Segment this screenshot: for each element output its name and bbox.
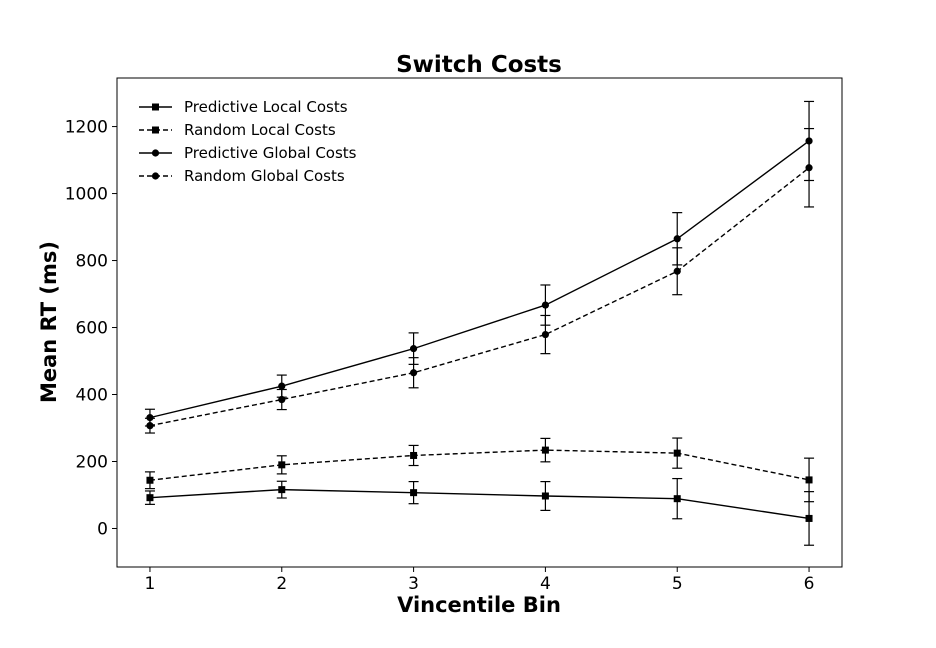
legend-label: Random Global Costs (184, 167, 345, 185)
series-4 (144, 127, 815, 434)
y-tick-label: 400 (76, 386, 108, 406)
y-tick-label: 600 (76, 319, 108, 339)
data-point (805, 476, 813, 484)
legend-item: Predictive Local Costs (139, 98, 348, 116)
series-2 (144, 437, 815, 503)
legend-item: Random Global Costs (139, 167, 345, 185)
data-point (673, 449, 681, 457)
series-line (149, 449, 810, 481)
y-tick-label: 1200 (65, 118, 108, 138)
legend-label: Random Local Costs (184, 121, 336, 139)
series-line (149, 488, 810, 520)
data-point (541, 330, 550, 339)
y-tick-label: 1000 (65, 185, 108, 205)
data-point (146, 476, 154, 484)
data-point (541, 492, 549, 500)
series-layer (144, 100, 815, 546)
legend-label: Predictive Local Costs (184, 98, 348, 116)
series-line (149, 167, 810, 427)
y-axis-label: Mean RT (ms) (37, 241, 61, 403)
x-tick-label: 3 (408, 574, 419, 594)
data-point (146, 494, 154, 502)
data-point (541, 301, 550, 309)
data-point (805, 514, 813, 522)
legend-item: Predictive Global Costs (139, 144, 357, 162)
data-point (410, 451, 418, 459)
data-point (673, 495, 681, 503)
data-point (673, 267, 681, 275)
series-1 (144, 477, 815, 546)
data-point (278, 395, 286, 404)
x-axis: 1 2 3 4 5 6 (145, 567, 815, 594)
legend-label: Predictive Global Costs (184, 144, 357, 162)
legend-item: Random Local Costs (139, 121, 336, 139)
data-point (146, 422, 154, 430)
data-point (146, 414, 154, 422)
data-point (410, 489, 418, 497)
y-tick-label: 0 (97, 519, 108, 539)
legend-marker (151, 172, 160, 180)
data-point (278, 486, 286, 494)
legend: Predictive Local Costs Random Local Costs… (139, 98, 357, 185)
x-axis-label: Vincentile Bin (397, 593, 561, 617)
x-tick-label: 1 (145, 574, 156, 594)
data-point (409, 345, 418, 353)
chart-title: Switch Costs (396, 52, 562, 78)
plot-area (116, 77, 843, 568)
y-tick-label: 800 (76, 252, 108, 272)
x-tick-label: 2 (276, 574, 287, 594)
legend-marker (152, 126, 159, 134)
y-tick-label: 200 (76, 452, 108, 472)
series-line (149, 140, 810, 419)
data-point (805, 164, 813, 172)
data-point (673, 235, 681, 243)
x-tick-label: 4 (540, 574, 551, 594)
x-tick-label: 6 (804, 574, 815, 594)
x-tick-label: 5 (672, 574, 683, 594)
legend-marker (152, 103, 159, 111)
data-point (409, 369, 418, 377)
data-point (278, 382, 286, 390)
legend-marker (151, 149, 160, 157)
y-axis: 0 200 400 600 800 1000 1200 (65, 118, 117, 539)
data-point (541, 446, 549, 454)
data-point (278, 461, 286, 469)
